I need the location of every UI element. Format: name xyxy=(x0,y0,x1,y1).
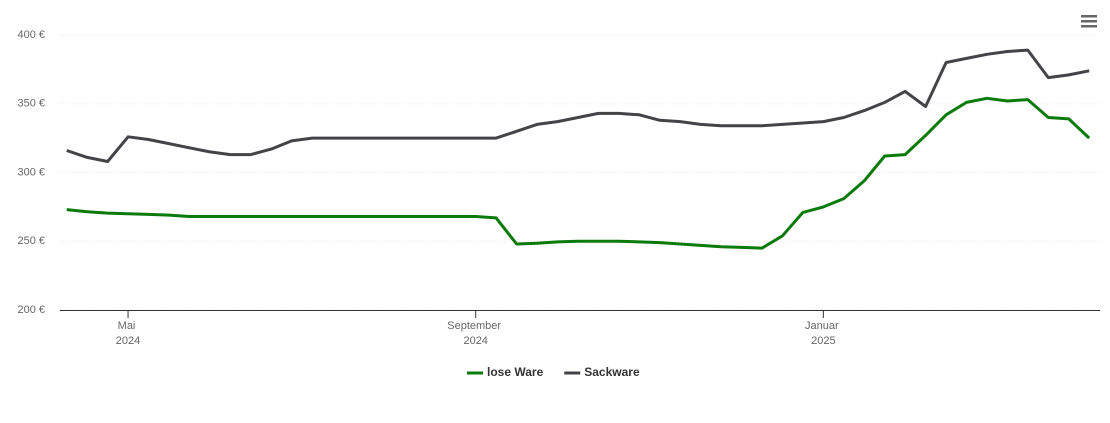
menu-bar xyxy=(1081,20,1097,23)
legend-label: lose Ware xyxy=(487,365,544,379)
series-line xyxy=(66,48,1090,163)
x-tick-label: Januar 2025 xyxy=(805,320,842,347)
menu-bar xyxy=(1081,15,1097,18)
y-tick-label: 300 € xyxy=(17,166,45,178)
legend-label: Sackware xyxy=(584,365,640,379)
x-tick-label: Mai 2024 xyxy=(116,320,140,347)
y-tick-label: 350 € xyxy=(17,98,45,110)
menu-bar xyxy=(1081,25,1097,28)
y-tick-label: 250 € xyxy=(17,235,45,247)
y-tick-label: 200 € xyxy=(17,304,45,316)
y-tick-label: 400 € xyxy=(17,29,45,41)
x-tick-label: September 2024 xyxy=(447,320,504,347)
series-line xyxy=(66,96,1091,250)
menu-icon[interactable] xyxy=(1081,15,1097,28)
